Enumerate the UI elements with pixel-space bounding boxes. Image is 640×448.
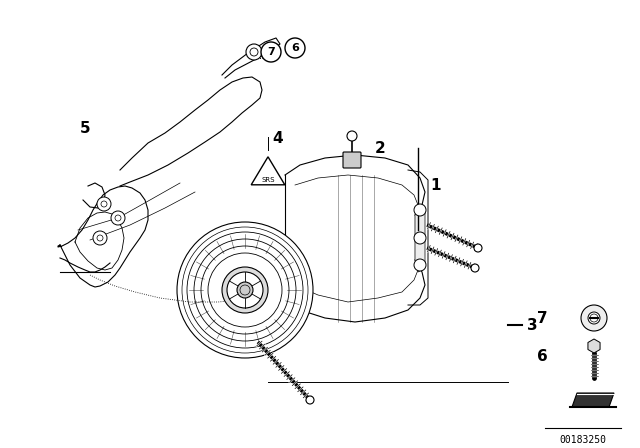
Text: SRS: SRS — [261, 177, 275, 183]
Circle shape — [414, 259, 426, 271]
Polygon shape — [58, 186, 148, 287]
Polygon shape — [588, 339, 600, 353]
Circle shape — [111, 211, 125, 225]
Circle shape — [414, 204, 426, 216]
Polygon shape — [415, 207, 425, 272]
Text: 4: 4 — [273, 130, 284, 146]
Circle shape — [285, 38, 305, 58]
Circle shape — [115, 215, 121, 221]
Circle shape — [97, 197, 111, 211]
Circle shape — [101, 201, 107, 207]
Circle shape — [581, 305, 607, 331]
Polygon shape — [572, 393, 614, 407]
Text: 6: 6 — [537, 349, 548, 363]
Text: 3: 3 — [527, 318, 538, 332]
Circle shape — [474, 244, 482, 252]
Circle shape — [97, 235, 103, 241]
Text: 7: 7 — [538, 310, 548, 326]
Circle shape — [227, 272, 263, 308]
Circle shape — [261, 42, 281, 62]
Text: 00183250: 00183250 — [559, 435, 607, 445]
Circle shape — [471, 264, 479, 272]
Circle shape — [237, 282, 253, 298]
Polygon shape — [120, 77, 262, 186]
Circle shape — [250, 48, 258, 56]
Circle shape — [222, 267, 268, 313]
Text: 1: 1 — [430, 177, 440, 193]
Text: 5: 5 — [80, 121, 91, 135]
Polygon shape — [222, 38, 280, 78]
Text: 7: 7 — [267, 47, 275, 57]
FancyBboxPatch shape — [343, 152, 361, 168]
Circle shape — [347, 131, 357, 141]
Circle shape — [177, 222, 313, 358]
Text: 6: 6 — [291, 43, 299, 53]
Circle shape — [93, 231, 107, 245]
Circle shape — [306, 396, 314, 404]
Circle shape — [246, 44, 262, 60]
Text: 2: 2 — [375, 141, 386, 155]
Circle shape — [414, 232, 426, 244]
Circle shape — [588, 312, 600, 324]
